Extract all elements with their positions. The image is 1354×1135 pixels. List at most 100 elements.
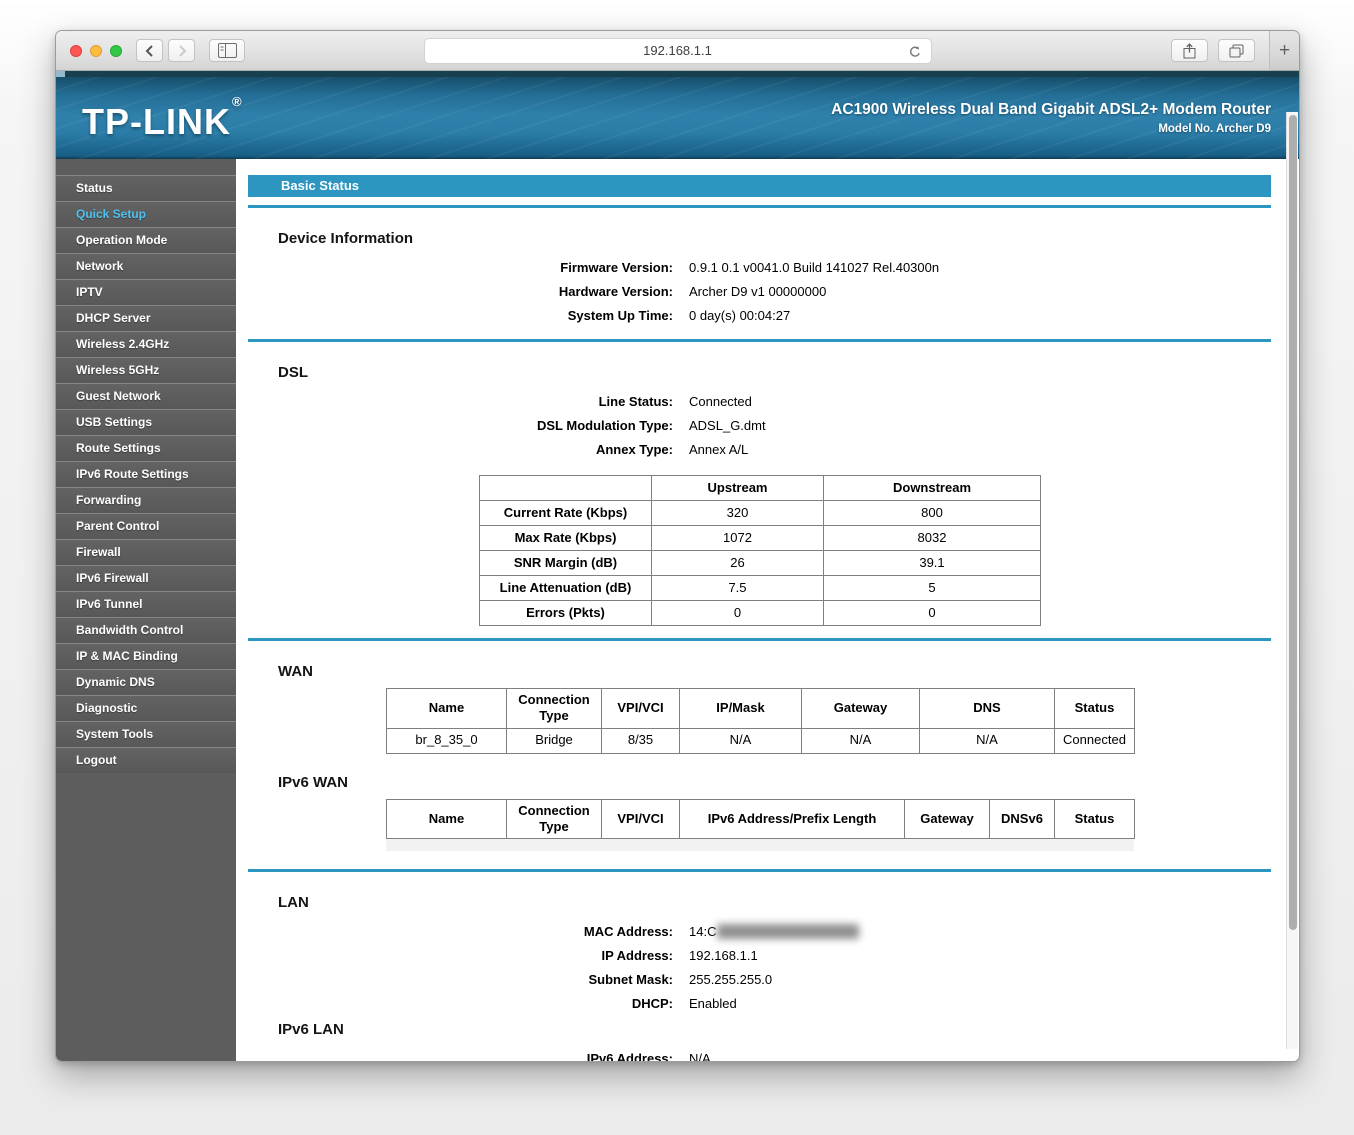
sidebar-item[interactable]: Status bbox=[56, 175, 236, 201]
sidebar-item[interactable]: Wireless 2.4GHz bbox=[56, 331, 236, 357]
table-cell: 5 bbox=[823, 575, 1041, 601]
forward-button[interactable] bbox=[168, 39, 195, 62]
share-button[interactable] bbox=[1171, 39, 1208, 62]
info-row: MAC Address: 14:C bbox=[248, 919, 1271, 943]
sidebar-item-label: Guest Network bbox=[76, 389, 161, 403]
ipv6-wan-table: Name Connection Type VPI/VCI IPv6 Address/P… bbox=[386, 798, 1135, 839]
info-label: Annex Type: bbox=[595, 441, 673, 457]
sidebar-item[interactable]: Bandwidth Control bbox=[56, 617, 236, 643]
column-header: Connection Type bbox=[506, 688, 602, 729]
sidebar-panel-icon bbox=[217, 43, 237, 58]
info-value: Connected bbox=[689, 393, 752, 409]
sidebar-item-label: IPv6 Route Settings bbox=[76, 467, 189, 481]
column-header: VPI/VCI bbox=[601, 798, 680, 839]
router-page: TP-LINK® AC1900 Wireless Dual Band Gigab… bbox=[56, 71, 1299, 1062]
column-header: Name bbox=[386, 798, 507, 839]
table-row: br_8_35_0 Bridge 8/35 N/A N/A N/A Connected bbox=[386, 727, 1135, 754]
info-label: Hardware Version: bbox=[558, 283, 673, 299]
share-icon bbox=[1183, 42, 1196, 58]
sidebar-item[interactable]: Dynamic DNS bbox=[56, 669, 236, 695]
plus-icon: + bbox=[1278, 40, 1291, 61]
sidebar-item[interactable]: IPTV bbox=[56, 279, 236, 305]
page-title: Basic Status bbox=[281, 178, 360, 193]
sidebar-item[interactable]: Diagnostic bbox=[56, 695, 236, 721]
sidebar-item[interactable]: USB Settings bbox=[56, 409, 236, 435]
zoom-button[interactable] bbox=[110, 44, 122, 57]
sidebar-item-label: Firewall bbox=[76, 545, 121, 559]
sidebar-item[interactable]: Firewall bbox=[56, 539, 236, 565]
refresh-icon bbox=[909, 46, 920, 57]
brand-banner: TP-LINK® AC1900 Wireless Dual Band Gigab… bbox=[56, 77, 1299, 159]
header-top-stripe bbox=[56, 71, 1299, 77]
column-header: VPI/VCI bbox=[601, 688, 680, 729]
sidebar-toggle-button[interactable] bbox=[209, 39, 245, 62]
lan-heading: LAN bbox=[278, 894, 309, 911]
url-field[interactable]: 192.168.1.1 bbox=[423, 38, 932, 64]
table-cell: N/A bbox=[919, 727, 1055, 754]
sidebar-item-label: Route Settings bbox=[76, 441, 161, 455]
sidebar-item[interactable]: IPv6 Route Settings bbox=[56, 461, 236, 487]
table-cell: Line Attenuation (dB) bbox=[479, 575, 652, 601]
info-label: IP Address: bbox=[601, 947, 673, 963]
sidebar-item[interactable]: Network bbox=[56, 253, 236, 279]
info-row: DHCP: Enabled bbox=[248, 991, 1271, 1015]
table-header-row: Upstream Downstream bbox=[479, 475, 1041, 501]
device-info-heading: Device Information bbox=[278, 230, 414, 247]
table-cell: 39.1 bbox=[823, 550, 1041, 576]
table-row: Current Rate (Kbps) 320 800 bbox=[479, 500, 1041, 526]
info-label: System Up Time: bbox=[567, 307, 673, 323]
sidebar-item[interactable]: Logout bbox=[56, 747, 236, 773]
sidebar-item[interactable]: Operation Mode bbox=[56, 227, 236, 253]
sidebar-item[interactable]: System Tools bbox=[56, 721, 236, 747]
table-cell: 8032 bbox=[823, 525, 1041, 551]
minimize-button[interactable] bbox=[90, 44, 102, 57]
back-button[interactable] bbox=[136, 39, 163, 62]
browser-toolbar: 192.168.1.1 bbox=[56, 31, 1299, 71]
main-row: Status Quick Setup Operation Mode Networ… bbox=[56, 159, 1299, 1062]
info-label: DHCP: bbox=[631, 995, 673, 1011]
registered-mark: ® bbox=[231, 93, 243, 109]
ipv6-wan-heading: IPv6 WAN bbox=[278, 773, 349, 791]
close-button[interactable] bbox=[70, 44, 82, 57]
column-header: Status bbox=[1054, 798, 1135, 839]
sidebar-item[interactable]: Parent Control bbox=[56, 513, 236, 539]
chevron-right-icon bbox=[178, 44, 186, 57]
info-value: Archer D9 v1 00000000 bbox=[689, 283, 827, 299]
sidebar-item[interactable]: IPv6 Tunnel bbox=[56, 591, 236, 617]
sidebar-item[interactable]: Forwarding bbox=[56, 487, 236, 513]
wan-heading: WAN bbox=[278, 663, 313, 680]
scrollbar-thumb[interactable] bbox=[1289, 115, 1297, 931]
scrollbar[interactable] bbox=[1286, 112, 1298, 1049]
sidebar-item[interactable]: Wireless 5GHz bbox=[56, 357, 236, 383]
info-value: N/A bbox=[689, 1050, 711, 1062]
info-value: 0 day(s) 00:04:27 bbox=[689, 307, 791, 323]
sidebar-item[interactable]: Route Settings bbox=[56, 435, 236, 461]
sidebar-item[interactable]: Guest Network bbox=[56, 383, 236, 409]
table-cell: 0 bbox=[651, 600, 824, 626]
table-cell: 7.5 bbox=[651, 575, 824, 601]
info-row: System Up Time: 0 day(s) 00:04:27 bbox=[248, 303, 1271, 327]
column-header: IP/Mask bbox=[679, 688, 802, 729]
refresh-button[interactable] bbox=[906, 43, 924, 61]
dsl-stats-table: Upstream Downstream Current Rate (Kbps) 320… bbox=[479, 475, 1041, 626]
sidebar-item[interactable]: Quick Setup bbox=[56, 201, 236, 227]
window-controls bbox=[70, 44, 122, 57]
info-label: DSL Modulation Type: bbox=[536, 417, 673, 433]
sidebar-item-label: Operation Mode bbox=[76, 233, 168, 247]
table-cell: 8/35 bbox=[601, 727, 680, 754]
device-info-rows: Firmware Version: 0.9.1 0.1 v0041.0 Buil… bbox=[248, 255, 1271, 327]
info-label: Line Status: bbox=[598, 393, 673, 409]
table-row: SNR Margin (dB) 26 39.1 bbox=[479, 550, 1041, 576]
sidebar-item[interactable]: IPv6 Firewall bbox=[56, 565, 236, 591]
show-all-tabs-button[interactable] bbox=[1218, 39, 1255, 62]
info-value: 0.9.1 0.1 v0041.0 Build 141027 Rel.40300… bbox=[689, 259, 940, 275]
info-value: ADSL_G.dmt bbox=[689, 417, 766, 433]
chevron-left-icon bbox=[145, 44, 153, 57]
sidebar-item-label: Status bbox=[76, 181, 113, 195]
sidebar-item[interactable]: DHCP Server bbox=[56, 305, 236, 331]
new-tab-button[interactable]: + bbox=[1269, 31, 1299, 71]
sidebar-item-label: IPTV bbox=[76, 285, 103, 299]
sidebar-item-label: Forwarding bbox=[76, 493, 142, 507]
lan-rows: MAC Address: 14:C IP Address: 192.168.1.… bbox=[248, 919, 1271, 1015]
sidebar-item[interactable]: IP & MAC Binding bbox=[56, 643, 236, 669]
